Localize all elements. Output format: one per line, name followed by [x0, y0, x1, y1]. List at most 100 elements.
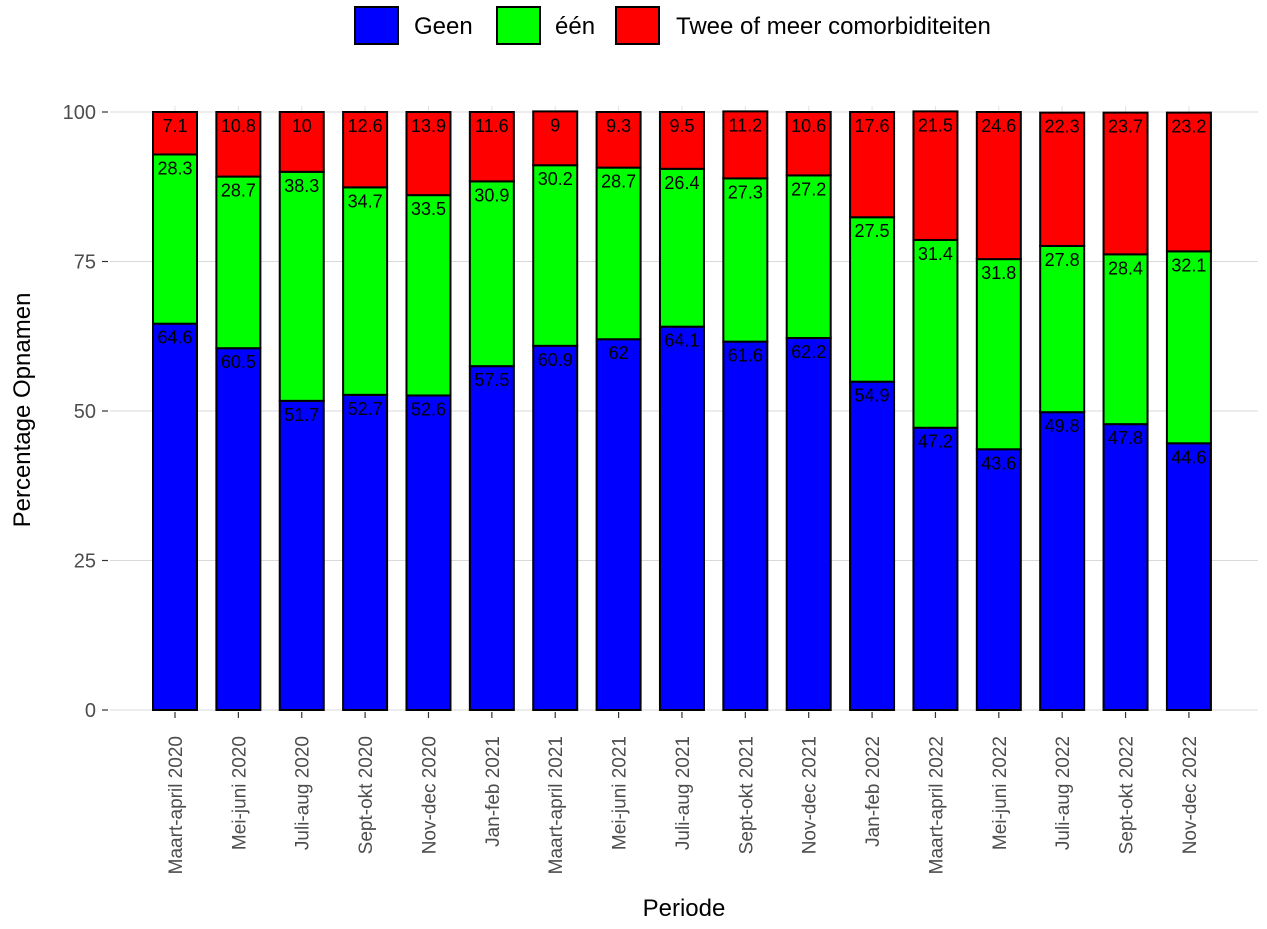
data-label: 28.7 — [221, 181, 256, 201]
x-tick-label: Maart-april 2020 — [166, 736, 187, 874]
bar-segment — [278, 399, 325, 711]
bar-segment — [595, 338, 642, 711]
data-label: 31.4 — [918, 244, 953, 264]
bar-segment — [278, 170, 325, 402]
data-label: 61.6 — [728, 346, 763, 366]
data-label: 43.6 — [981, 453, 1016, 473]
bar-segment — [215, 347, 262, 711]
bar-segment — [215, 111, 262, 178]
data-label: 27.5 — [855, 221, 890, 241]
bar-segment — [468, 111, 515, 183]
x-tick-label: Mei-juni 2022 — [990, 736, 1011, 850]
bar-segment — [658, 325, 705, 711]
x-tick-label: Mei-juni 2021 — [610, 736, 631, 850]
legend-label: Geen — [414, 13, 473, 40]
data-label: 30.2 — [538, 169, 573, 189]
data-label: 34.7 — [348, 191, 383, 211]
bar-segment — [405, 194, 452, 397]
data-label: 24.6 — [981, 116, 1016, 136]
bar-segment — [278, 111, 325, 173]
y-tick-label: 100 — [63, 102, 96, 124]
bar-segment — [152, 153, 198, 325]
x-tick-label: Nov-dec 2022 — [1180, 736, 1201, 854]
data-label: 9.3 — [606, 116, 631, 136]
bar-segment — [342, 111, 389, 189]
bar-segment — [152, 322, 198, 711]
y-tick-label: 25 — [74, 551, 96, 573]
bar-segment — [658, 167, 705, 328]
bar-segment — [722, 110, 769, 180]
data-label: 7.1 — [162, 116, 187, 136]
data-labels: 64.6 28.3 7.1 60.5 28.7 10.8 51.7 38.3 10 52.7 34.… — [157, 115, 1206, 473]
bar-segment — [1102, 423, 1149, 711]
data-label: 51.7 — [284, 405, 319, 425]
bar-segment — [849, 111, 896, 219]
data-label: 54.9 — [855, 386, 890, 406]
bar-segment — [912, 110, 959, 241]
data-label: 30.9 — [474, 185, 509, 205]
bar-segment — [849, 216, 896, 383]
data-label: 27.8 — [1045, 250, 1080, 270]
x-axis-title: Periode — [643, 895, 726, 922]
data-label: 11.2 — [728, 115, 762, 135]
bar-segment — [912, 426, 959, 711]
data-label: 21.5 — [918, 115, 953, 135]
legend-label: één — [555, 13, 595, 40]
data-label: 32.1 — [1171, 255, 1206, 275]
bar-segment — [785, 174, 832, 340]
bar-segment — [342, 393, 389, 711]
bar-segment — [468, 180, 515, 368]
x-tick-label: Nov-dec 2021 — [800, 736, 821, 854]
bar-segment — [342, 186, 389, 396]
x-tick-label: Nov-dec 2020 — [419, 736, 440, 854]
data-label: 31.8 — [981, 263, 1016, 283]
bar-segment — [975, 111, 1022, 261]
data-label: 49.8 — [1045, 416, 1080, 436]
data-label: 64.1 — [664, 331, 699, 351]
legend-swatch — [615, 6, 660, 45]
data-label: 57.5 — [474, 370, 509, 390]
x-tick-label: Sept-okt 2021 — [736, 736, 757, 854]
bar-segment — [152, 111, 198, 156]
bars — [152, 110, 1212, 711]
bar-segment — [595, 166, 642, 341]
bar-segment — [405, 394, 452, 711]
data-label: 60.5 — [221, 352, 256, 372]
x-tick-label: Juli-aug 2021 — [673, 736, 694, 850]
data-label: 26.4 — [664, 173, 699, 193]
y-tick-label: 75 — [74, 252, 96, 274]
data-label: 9 — [550, 115, 560, 135]
x-tick-label: Sept-okt 2020 — [356, 736, 377, 854]
bar-segment — [975, 448, 1022, 711]
bar-segment — [975, 258, 1022, 451]
bar-segment — [1039, 111, 1086, 247]
bar-segment — [405, 111, 452, 197]
data-label: 10.6 — [791, 116, 826, 136]
data-label: 23.7 — [1108, 117, 1143, 137]
data-label: 27.3 — [728, 182, 763, 202]
bar-segment — [1165, 250, 1212, 445]
legend-label: Twee of meer comorbiditeiten — [676, 13, 991, 40]
data-label: 52.6 — [411, 399, 446, 419]
y-tick-label: 50 — [74, 401, 96, 423]
x-tick-label: Mei-juni 2020 — [229, 736, 250, 850]
data-label: 23.2 — [1171, 117, 1206, 137]
data-label: 28.3 — [157, 158, 192, 178]
bar-segment — [532, 344, 579, 711]
x-tick-label: Maart-april 2021 — [546, 736, 567, 874]
bar-segment — [1102, 253, 1149, 426]
bar-segment — [595, 111, 642, 169]
data-label: 64.6 — [157, 328, 192, 348]
bar-segment — [785, 337, 832, 711]
bar-segment — [722, 340, 769, 711]
data-label: 62.2 — [791, 342, 826, 362]
data-label: 47.2 — [918, 432, 953, 452]
bar-segment — [722, 177, 769, 343]
data-label: 28.7 — [601, 172, 636, 192]
x-tick-label: Jan-feb 2022 — [863, 736, 884, 847]
y-axis-title: Percentage Opnamen — [9, 293, 36, 528]
data-label: 44.6 — [1171, 447, 1206, 467]
bar-segment — [658, 111, 705, 170]
